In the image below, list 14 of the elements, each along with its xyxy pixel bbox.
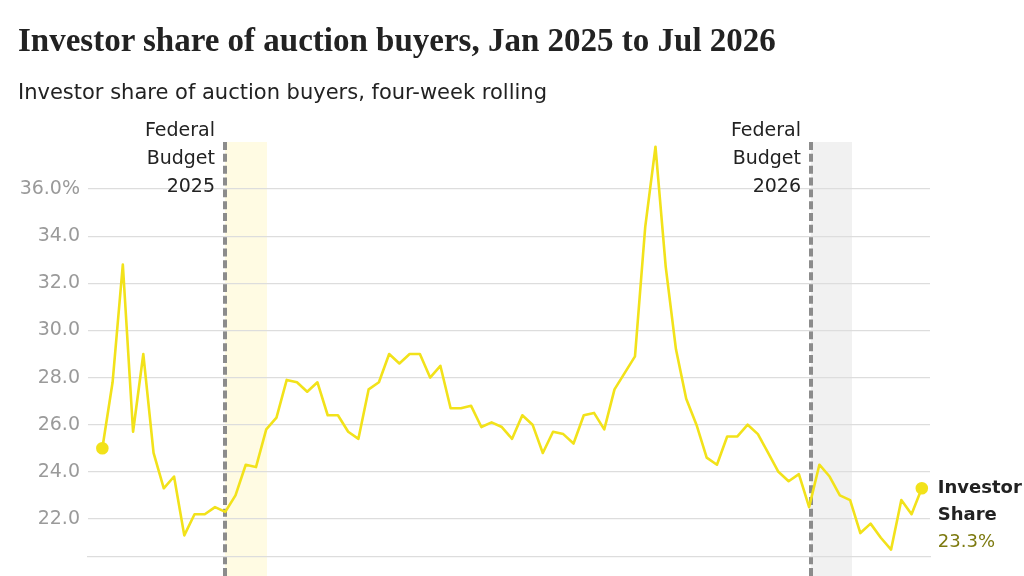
- chart-title: Investor share of auction buyers, Jan 2025 to Jul 2026: [18, 22, 776, 59]
- y-tick-label: 28.0: [37, 364, 80, 387]
- y-tick-label: 30.0: [37, 317, 80, 340]
- data-label: 23.3%: [937, 529, 995, 551]
- y-tick-label: 26.0: [37, 411, 80, 434]
- y-tick-label: 24.0: [37, 458, 80, 481]
- series-label: Investor Share: [937, 475, 1022, 524]
- y-tick-label: 22.0: [37, 505, 80, 528]
- y-tick-label: 32.0: [37, 270, 80, 293]
- annotation: Federal Budget 2026: [730, 118, 801, 197]
- chart-subtitle: Investor share of auction buyers, four-week rolling: [18, 80, 547, 104]
- y-tick-label: 36.0%: [19, 176, 80, 199]
- annotation: Federal Budget 2025: [144, 118, 215, 197]
- y-tick-label: 34.0: [37, 223, 80, 246]
